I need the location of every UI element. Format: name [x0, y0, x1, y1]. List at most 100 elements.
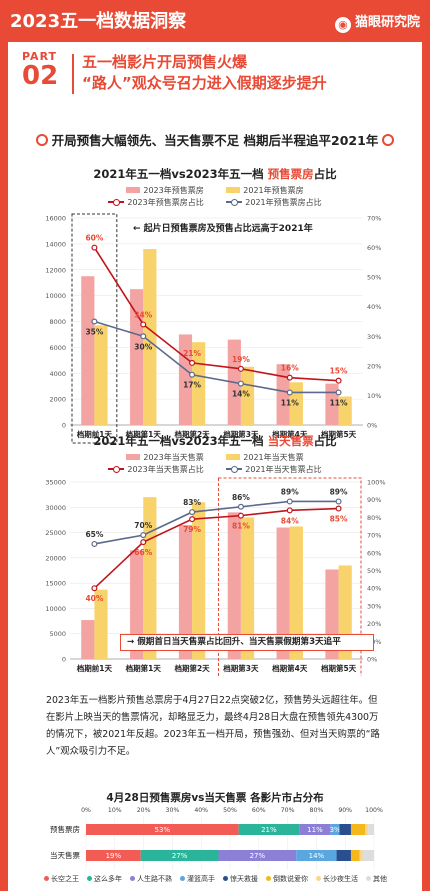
highlight-box [218, 477, 362, 676]
line-2021-point [237, 380, 244, 387]
legend-item: 灌篮高手 [180, 874, 215, 884]
line-2021-point [335, 389, 342, 396]
legend-item: 2021年当天售票 [226, 452, 304, 463]
line-2021-data-label: 11% [281, 398, 299, 407]
line-2021-point [189, 371, 196, 378]
chart1-annotation: ← 起片日预售票房及预售占比远高于2021年 [131, 221, 315, 234]
y-tick-label: 10000 [45, 292, 66, 300]
bar-2021 [143, 249, 157, 425]
line-2023-point [335, 377, 342, 384]
line-2021-point [286, 498, 293, 505]
line-2021-data-label: 86% [232, 493, 250, 502]
stacked-segment [140, 850, 219, 861]
category-label: 预售票房 [50, 824, 80, 834]
line-2021-data-label: 89% [330, 487, 348, 496]
x-tick-label: 档期第1天 [126, 429, 162, 439]
line-2023-data-label: 84% [281, 516, 299, 525]
bar-2023 [81, 276, 95, 425]
legend-dot-icon [223, 876, 228, 881]
line-2023-point [286, 374, 293, 381]
line-2023-point [286, 507, 293, 514]
line-2021-point [91, 540, 98, 547]
stacked-segment [368, 824, 374, 835]
x-tick-label: 档期第1天 [126, 663, 162, 673]
y-tick-label: 35000 [45, 479, 66, 487]
part-word: PART [22, 50, 58, 63]
x-tick-label: 70% [281, 807, 295, 814]
legend-dot-icon [180, 876, 185, 881]
legend-dot-icon [366, 876, 371, 881]
line-2021-data-label: 14% [232, 390, 250, 399]
y-tick-label: 25000 [45, 529, 66, 537]
y2-tick-label: 70% [367, 215, 381, 223]
chart2-title-suffix: 占比 [313, 434, 337, 448]
x-tick-label: 档期第3天 [223, 663, 259, 673]
line-2021-point [140, 333, 147, 340]
x-tick-label: 档期第2天 [174, 663, 210, 673]
x-tick-label: 80% [310, 807, 324, 814]
line-2023-point [140, 321, 147, 328]
x-tick-label: 档期第5天 [321, 663, 357, 673]
legend-label: 长沙夜生活 [323, 875, 358, 883]
bar-2023 [178, 524, 193, 659]
y-tick-label: 0 [62, 656, 66, 664]
legend-label: 人生路不熟 [137, 875, 172, 883]
legend-item: 长空之王 [44, 874, 79, 884]
line-2023 [93, 507, 339, 589]
legend-label: 2021年预售票房占比 [245, 198, 322, 207]
chart1-title-highlight: 预售票房 [267, 167, 314, 181]
y2-tick-label: 40% [367, 585, 381, 593]
chart1-plot: 0 2000 4000 6000 8000 10000 12000 14000 16000 0% 1… [45, 213, 381, 444]
chart2-annotation: → 假期首日当天售票占比回升、当天售票假期第3天追平 [120, 634, 374, 651]
line-2023-data-label: 40% [85, 594, 103, 603]
content-panel: PART 02 五一档影片开局预售火爆 “路人”观众号召力进入假期逐步提升 开局… [8, 42, 422, 891]
stacked-segment [238, 824, 300, 835]
bar-2021 [94, 589, 108, 659]
y2-tick-label: 60% [367, 244, 381, 252]
page-title: 2023五一档数据洞察 [10, 11, 187, 32]
stacked-segment [336, 850, 351, 861]
line-2023-point [237, 512, 244, 519]
segment-data-label: 14% [309, 852, 325, 860]
legend-label: 惊天救援 [230, 875, 258, 883]
y2-tick-label: 20% [367, 362, 381, 370]
chart2-title: 2021年五一档vs2023年五一档 当天售票占比 [8, 433, 422, 449]
line-2021-data-label: 70% [134, 521, 152, 530]
line-2021 [94, 320, 339, 394]
category-label: 当天售票 [50, 850, 80, 860]
line-2021-point [140, 532, 147, 539]
chart1-title: 2021年五一档vs2023年五一档 预售票房占比 [8, 166, 422, 182]
segment-data-label: 19% [106, 852, 122, 860]
legend-label: 2021年当天售票占比 [245, 465, 322, 474]
line-2023-point [91, 244, 98, 251]
y2-tick-label: 40% [367, 303, 381, 311]
x-tick-label: 档期第5天 [321, 429, 357, 439]
legend-label: 2021年预售票房 [243, 186, 304, 195]
legend-item: 长沙夜生活 [316, 874, 358, 884]
legend-dot-icon [316, 876, 321, 881]
legend-item: 这么多年 [87, 874, 122, 884]
bar-2021 [240, 366, 255, 425]
y2-tick-label: 30% [367, 602, 381, 610]
stacked-segment [299, 824, 331, 835]
y2-tick-label: 10% [367, 638, 381, 646]
stacked-segment [350, 850, 360, 861]
line-2023-point [189, 359, 196, 366]
chart2-plot: 0 5000 10000 15000 20000 25000 30000 35000 0% 10%… [45, 477, 386, 676]
legend-item: 2021年当天售票占比 [226, 464, 322, 475]
segment-data-label: 27% [250, 852, 266, 860]
y2-tick-label: 30% [367, 333, 381, 341]
y2-tick-label: 80% [367, 514, 381, 522]
bar-2023 [130, 289, 144, 425]
line-2023-data-label: 85% [330, 515, 348, 524]
y2-tick-label: 20% [367, 620, 381, 628]
x-tick-label: 档期第3天 [223, 429, 259, 439]
y-tick-label: 14000 [45, 240, 66, 248]
line-2021-data-label: 89% [281, 487, 299, 496]
bar-2021 [240, 517, 255, 659]
y2-tick-label: 70% [367, 532, 381, 540]
line-2021-data-label: 65% [85, 530, 103, 539]
x-tick-label: 30% [166, 807, 180, 814]
stacked-segment [86, 824, 239, 835]
legend-item: 人生路不熟 [130, 874, 172, 884]
